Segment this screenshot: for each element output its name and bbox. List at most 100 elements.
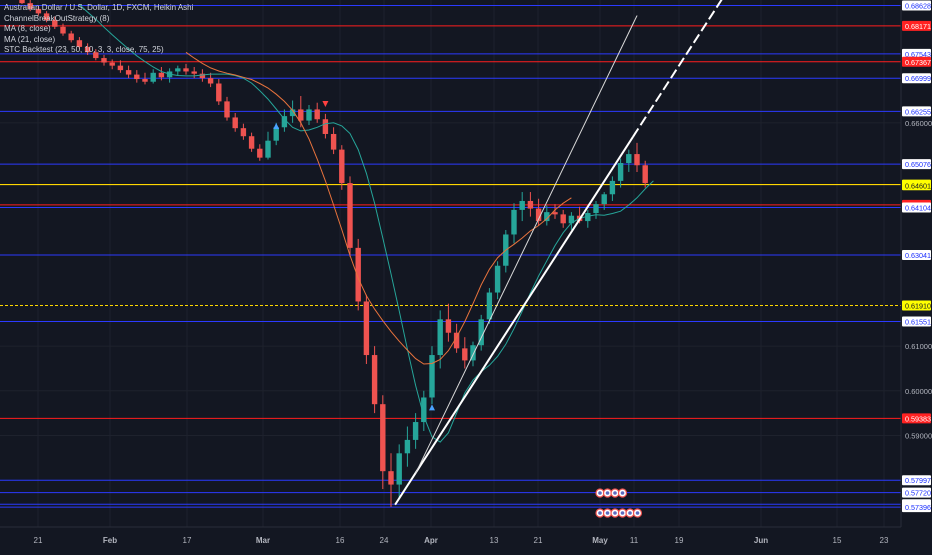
time-tick-label: Mar bbox=[256, 536, 270, 545]
candle-body bbox=[462, 348, 468, 361]
candle-body bbox=[60, 26, 66, 34]
candle-body bbox=[617, 163, 624, 181]
price-level-tag bbox=[902, 73, 931, 84]
candle-body bbox=[330, 133, 337, 150]
candle-body bbox=[437, 319, 443, 356]
candle-body bbox=[421, 397, 427, 423]
candle-body bbox=[363, 301, 370, 356]
candle-body bbox=[125, 70, 132, 75]
candle-body bbox=[68, 33, 74, 41]
candle-body bbox=[158, 72, 165, 78]
ma-8-line bbox=[79, 4, 654, 443]
price-axis[interactable]: 0.66000 0.61000 0.60000 0.59000 0.68628 0.681… bbox=[902, 0, 932, 513]
long-entry-arrow-icon bbox=[429, 404, 435, 411]
time-tick-label: 21 bbox=[34, 536, 43, 545]
candle-body bbox=[593, 204, 599, 214]
price-level-tag bbox=[902, 56, 931, 67]
price-level-tag bbox=[902, 0, 931, 11]
economic-event-dot bbox=[598, 491, 602, 495]
candle-body bbox=[347, 183, 353, 248]
candle-body bbox=[101, 58, 107, 63]
candle-body bbox=[240, 128, 247, 137]
symbol-title[interactable]: Australian Dollar / U.S. Dollar, 1D, FXC… bbox=[4, 3, 194, 12]
channel-support-line[interactable] bbox=[394, 136, 634, 506]
price-level-label: 0.57720 bbox=[905, 489, 931, 498]
candle-body bbox=[117, 65, 124, 71]
candle-body bbox=[601, 194, 607, 205]
candle-body bbox=[634, 154, 640, 166]
price-level-tag bbox=[902, 48, 931, 59]
price-tick-label: 0.66000 bbox=[905, 119, 932, 128]
indicator-channel-breakout[interactable]: ChannelBreakOutStrategy (8) bbox=[4, 13, 110, 23]
candle-body bbox=[519, 200, 525, 210]
price-tick-label: 0.61000 bbox=[905, 342, 932, 351]
strategy-markers bbox=[273, 100, 643, 518]
short-entry-arrow-icon bbox=[322, 100, 329, 107]
price-level-label: 0.64104 bbox=[905, 203, 931, 212]
candle-body bbox=[306, 109, 312, 121]
candle-body bbox=[150, 72, 156, 82]
candle-body bbox=[298, 109, 304, 121]
price-level-tag bbox=[902, 249, 931, 260]
price-level-tag bbox=[902, 316, 931, 327]
candle-body bbox=[511, 209, 517, 235]
time-tick-label: 24 bbox=[380, 536, 389, 545]
time-tick-label: Jun bbox=[754, 536, 768, 545]
candle-body bbox=[109, 62, 115, 66]
candle-body bbox=[265, 140, 271, 158]
time-tick-label: 21 bbox=[534, 536, 543, 545]
candle-body bbox=[248, 136, 255, 149]
candle-body bbox=[380, 404, 386, 472]
time-tick-label: May bbox=[592, 536, 608, 545]
candle-body bbox=[216, 83, 222, 102]
moving-averages bbox=[79, 4, 654, 443]
price-level-label: 0.57396 bbox=[905, 503, 931, 512]
candle-body bbox=[371, 355, 378, 405]
candle-body bbox=[289, 109, 296, 117]
price-level-label: 0.67367 bbox=[905, 58, 931, 67]
time-tick-label: 19 bbox=[675, 536, 684, 545]
candle-body bbox=[585, 213, 591, 222]
candle-body bbox=[199, 73, 206, 79]
candle-body bbox=[396, 453, 402, 485]
candle-body bbox=[35, 8, 42, 14]
channel-support-extension[interactable] bbox=[632, 0, 727, 138]
candle-body bbox=[322, 119, 329, 134]
candle-body bbox=[273, 127, 279, 141]
trendlines[interactable] bbox=[394, 0, 727, 506]
economic-event-dot bbox=[635, 511, 640, 515]
price-level-label: 0.63041 bbox=[905, 251, 931, 260]
grid-lines bbox=[0, 0, 901, 527]
price-level-label: 0.66255 bbox=[905, 107, 931, 116]
candle-body bbox=[552, 212, 558, 215]
time-tick-label: 11 bbox=[630, 536, 639, 545]
price-tick-label: 0.60000 bbox=[905, 387, 932, 396]
price-level-tag bbox=[902, 502, 931, 513]
time-axis[interactable]: 21 Feb 17 Mar 16 24 Apr 13 21 May 11 19 Jun 15 23 bbox=[34, 536, 889, 545]
economic-event-dot bbox=[605, 511, 610, 515]
candle-body bbox=[93, 52, 99, 59]
time-axis-background bbox=[0, 527, 932, 550]
indicator-ma-8[interactable]: MA (8, close) bbox=[4, 24, 51, 34]
price-level-tag bbox=[902, 106, 931, 117]
price-level-label: 0.59383 bbox=[905, 414, 931, 423]
time-tick-label: 15 bbox=[833, 536, 842, 545]
candle-body bbox=[445, 319, 452, 333]
economic-event-dot bbox=[598, 511, 602, 515]
price-level-tag bbox=[902, 300, 931, 311]
channel-resistance-line[interactable] bbox=[415, 15, 638, 474]
candle-body bbox=[478, 319, 484, 346]
price-level-tag bbox=[902, 413, 931, 424]
candle-body bbox=[470, 345, 476, 361]
price-level-label: 0.66999 bbox=[905, 74, 931, 83]
candle-body bbox=[544, 212, 550, 222]
economic-event-dot bbox=[605, 491, 610, 495]
candle-body bbox=[76, 40, 83, 47]
indicator-stc-backtest[interactable]: STC Backtest (23, 50, 10, 3, 3, close, 7… bbox=[4, 45, 164, 55]
indicator-ma-21[interactable]: MA (21, close) bbox=[4, 34, 56, 44]
economic-event-dot bbox=[620, 491, 625, 495]
candle-body bbox=[232, 117, 238, 129]
